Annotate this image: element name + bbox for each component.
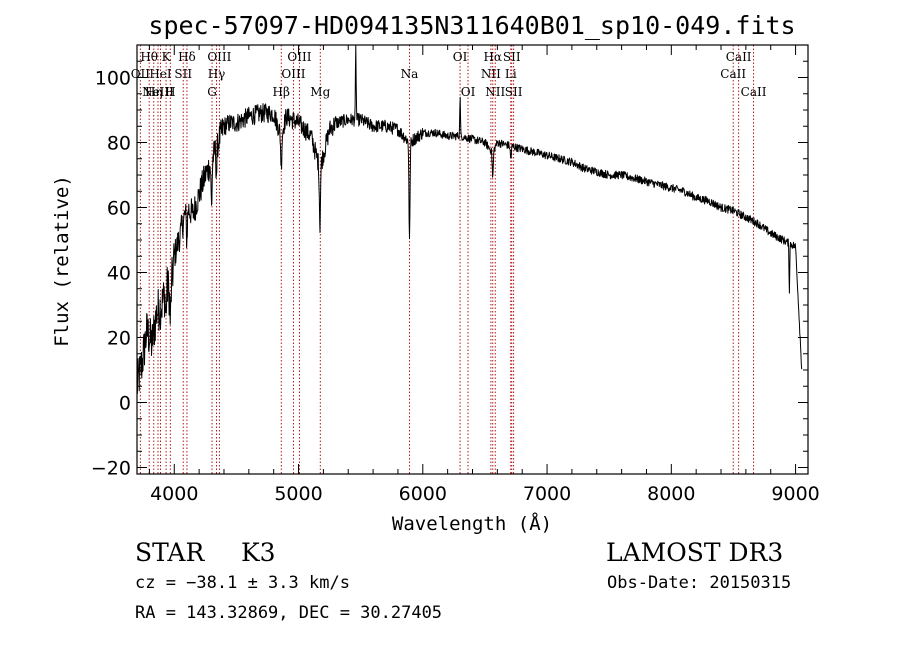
chart-title: spec-57097-HD094135N311640B01_sp10-049.f… <box>148 11 795 40</box>
x-tick-label: 4000 <box>150 483 198 505</box>
spectral-line-label: Li <box>505 67 517 81</box>
survey-name: LAMOST DR3 <box>606 538 784 567</box>
object-class: STAR <box>135 538 205 567</box>
spectral-line-label: HeI <box>149 67 172 81</box>
x-axis-label: Wavelength (Å) <box>392 512 552 535</box>
spectral-line-label: OI <box>453 50 468 64</box>
spectral-line-label: Na <box>401 67 419 81</box>
spectral-line-label: H <box>165 85 175 99</box>
spectral-line-label: NeIII <box>142 85 174 99</box>
spectral-line-label: OIII <box>287 50 311 64</box>
spectral-line-label: Hη <box>145 85 163 99</box>
spectral-line-label: SII <box>174 67 192 81</box>
x-tick-label: 8000 <box>647 483 695 505</box>
y-tick-label: 20 <box>107 328 131 350</box>
y-axis-label: Flux (relative) <box>51 175 73 347</box>
spectral-line-label: SII <box>503 50 521 64</box>
spectral-line-label: Mg <box>310 85 330 99</box>
spectral-line-label: Hδ <box>178 50 196 64</box>
spectral-line-label: G <box>207 85 217 99</box>
y-tick-label: 100 <box>95 68 131 90</box>
spectrum-trace <box>136 44 803 394</box>
spectral-line-label: OI <box>461 85 476 99</box>
y-tick-label: 60 <box>107 198 131 220</box>
spectral-line-label: Hβ <box>273 85 290 99</box>
x-tick-label: 6000 <box>399 483 447 505</box>
spectral-line-label: CaII <box>741 85 767 99</box>
x-tick-label: 9000 <box>771 483 819 505</box>
spectral-line-label: CaII <box>720 67 746 81</box>
spectral-line-label: OIII <box>207 50 231 64</box>
spectral-line-label: Hγ <box>208 67 226 81</box>
spectral-line-label: CaII <box>726 50 752 64</box>
spectral-line-label: OII <box>131 67 151 81</box>
plot-frame <box>136 44 809 475</box>
x-tick-label: 7000 <box>523 483 571 505</box>
y-tick-label: 40 <box>107 263 131 285</box>
obs-date: Obs-Date: 20150315 <box>607 573 792 593</box>
coordinates-text: RA = 143.32869, DEC = 30.27405 <box>135 603 443 623</box>
axes-layer: 4000 5000 6000 7000 8000 9000 −20 0 20 40 60 80 100 <box>91 44 820 505</box>
line-markers-layer <box>139 45 755 474</box>
object-subclass: K3 <box>241 538 276 567</box>
spectral-line-label: Hθ <box>140 50 158 64</box>
spectral-line-label: NII <box>485 85 505 99</box>
spectral-line-label: SII <box>505 85 523 99</box>
x-tick-label: 5000 <box>274 483 322 505</box>
spectral-line-label: K <box>162 50 172 64</box>
spectrum-layer <box>136 44 803 394</box>
y-tick-label: 80 <box>107 133 131 155</box>
spectral-line-label: NII <box>481 67 501 81</box>
spectral-line-label: Hα <box>483 50 502 64</box>
redshift-text: cz = −38.1 ± 3.3 km/s <box>135 573 350 593</box>
y-tick-label: 0 <box>119 393 131 415</box>
y-tick-label: −20 <box>91 458 131 480</box>
spectral-line-label: OIII <box>281 67 305 81</box>
